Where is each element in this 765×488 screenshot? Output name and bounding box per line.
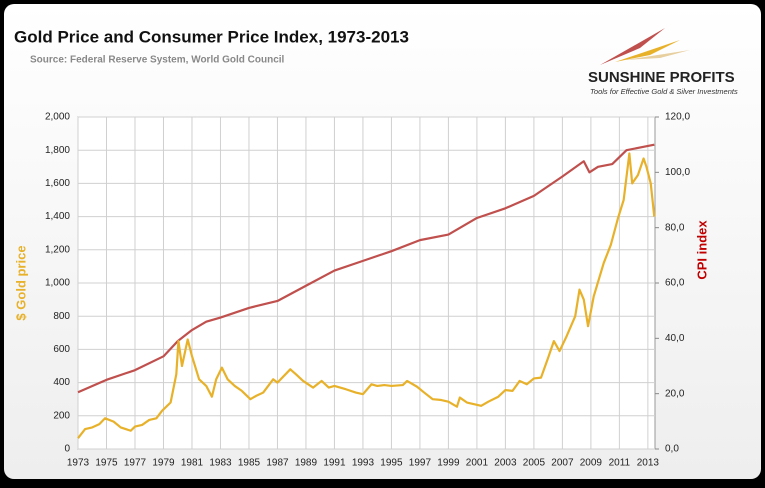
x-tick-label: 1995 [380,458,403,469]
x-tick-label: 2013 [637,458,660,469]
y2-tick-label: 20,0 [665,388,685,399]
y-axis-label: $ Gold price [13,245,28,320]
y2-tick-label: 80,0 [665,222,685,233]
y2-tick-label: 120,0 [665,112,690,123]
logo-shape [625,50,690,60]
y2-tick-label: 100,0 [665,167,690,178]
y-tick-label: 1,600 [45,178,70,189]
x-tick-label: 1993 [352,458,375,469]
logo-shape [600,28,665,65]
y2-axis-label: CPI index [694,220,709,280]
x-tick-label: 2001 [466,458,489,469]
y-tick-label: 600 [53,344,70,355]
y2-tick-label: 60,0 [665,278,685,289]
y-tick-label: 1,200 [45,244,70,255]
logo-text: SUNSHINE PROFITS [588,69,735,86]
x-tick-label: 2003 [494,458,517,469]
x-tick-label: 1991 [323,458,346,469]
y-tick-label: 1,000 [45,278,70,289]
logo-shape [615,40,680,62]
x-tick-label: 2009 [580,458,603,469]
y-tick-label: 2,000 [45,112,70,123]
y-tick-label: 1,800 [45,145,70,156]
x-tick-label: 1983 [209,458,232,469]
chart-title: Gold Price and Consumer Price Index, 197… [14,27,409,46]
x-tick-label: 1977 [124,458,147,469]
x-tick-label: 1985 [238,458,261,469]
y2-tick-label: 0,0 [665,444,679,455]
x-tick-label: 1981 [181,458,204,469]
x-tick-label: 2011 [609,458,631,469]
y-tick-label: 1,400 [45,211,70,222]
y2-tick-label: 40,0 [665,333,685,344]
y-tick-label: 400 [53,377,70,388]
x-tick-label: 1997 [409,458,432,469]
data-line [77,152,656,439]
logo-tagline: Tools for Effective Gold & Silver Invest… [590,87,738,96]
x-tick-label: 1979 [152,458,175,469]
x-tick-label: 1999 [437,458,460,469]
data-line [77,143,655,394]
y-tick-label: 0 [64,444,70,455]
x-tick-label: 2007 [551,458,574,469]
chart-subtitle: Source: Federal Reserve System, World Go… [30,55,285,66]
x-tick-label: 2005 [523,458,546,469]
x-tick-label: 1987 [266,458,289,469]
x-tick-label: 1973 [67,458,90,469]
x-tick-label: 1989 [295,458,318,469]
x-tick-label: 1975 [95,458,118,469]
y-tick-label: 200 [53,410,70,421]
y-tick-label: 800 [53,311,70,322]
